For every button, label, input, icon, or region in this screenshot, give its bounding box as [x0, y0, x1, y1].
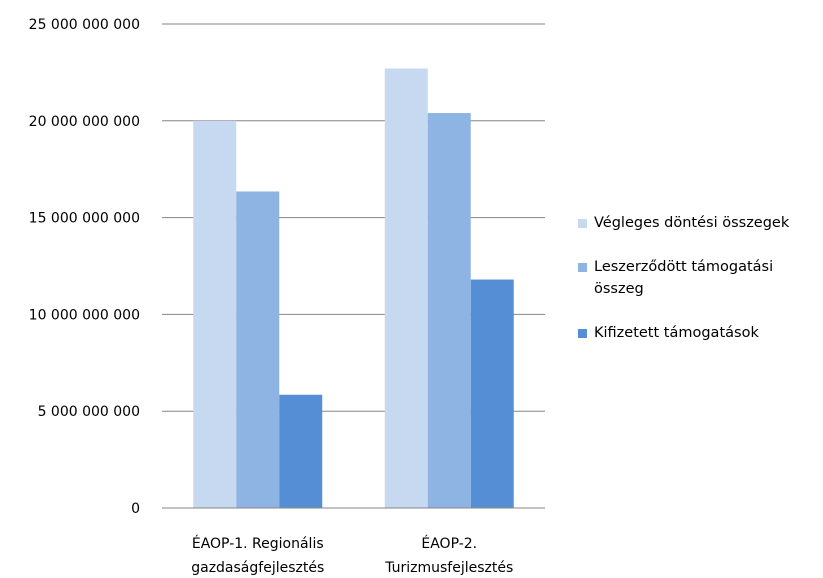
y-tick-label: 5 000 000 000	[38, 404, 140, 420]
x-category-label: ÉAOP-2.	[421, 535, 477, 552]
bar	[384, 68, 428, 508]
x-category-label: ÉAOP-1. Regionális	[192, 535, 324, 552]
bar	[279, 394, 323, 508]
y-tick-label: 20 000 000 000	[29, 114, 140, 130]
legend-swatch	[578, 263, 587, 272]
x-axis-categories: ÉAOP-1. Regionális gazdaságfejlesztés ÉAOP…	[191, 535, 513, 576]
legend-label: Végleges döntési összegek	[594, 215, 790, 231]
bar	[193, 120, 237, 509]
y-tick-label: 10 000 000 000	[29, 307, 140, 323]
legend-item-contracted: Leszerződött támogatási összeg	[578, 256, 823, 300]
legend-item-paid: Kifizetett támogatások	[578, 322, 823, 344]
bar	[236, 191, 280, 509]
y-tick-label: 25 000 000 000	[29, 17, 140, 33]
legend-swatch	[578, 329, 587, 338]
bars	[193, 68, 514, 509]
bar	[427, 113, 471, 508]
legend-label: Kifizetett támogatások	[594, 325, 759, 341]
legend: Végleges döntési összegek Leszerződött t…	[578, 212, 823, 344]
legend-swatch	[578, 219, 587, 228]
x-category-label: gazdaságfejlesztés	[191, 560, 324, 576]
y-tick-label: 15 000 000 000	[29, 211, 140, 227]
x-category-label: Turizmusfejlesztés	[384, 560, 513, 576]
bar	[470, 279, 514, 508]
legend-label: összeg	[594, 281, 644, 297]
legend-label: Leszerződött támogatási	[594, 259, 774, 275]
y-tick-label: 0	[131, 501, 140, 517]
legend-item-final-decisions: Végleges döntési összegek	[578, 212, 823, 234]
y-axis-ticks: 0 5 000 000 000 10 000 000 000 15 000 000 0…	[29, 17, 140, 517]
